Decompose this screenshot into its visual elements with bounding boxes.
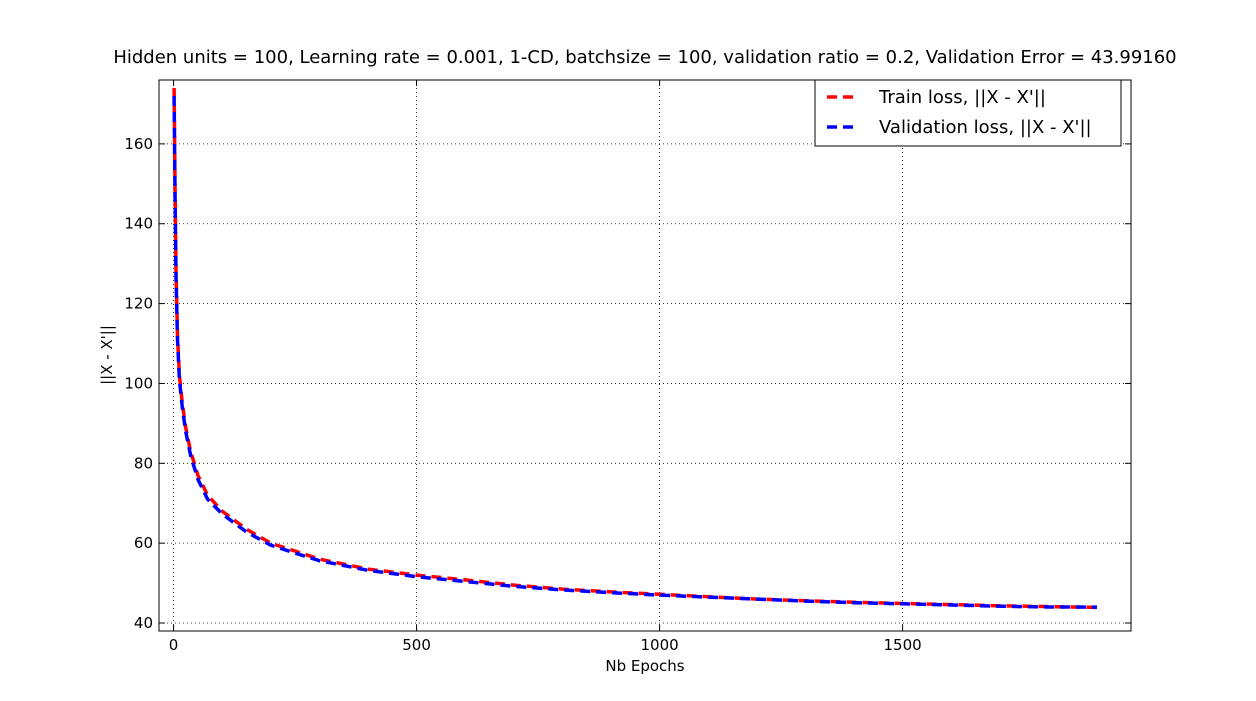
- y-tick-label: 80: [134, 454, 153, 472]
- plot-frame: [158, 79, 1132, 632]
- x-tick-label: 1500: [883, 636, 921, 654]
- y-tick-label: 100: [124, 374, 153, 392]
- x-tick-label: 0: [169, 636, 179, 654]
- series-layer: [172, 87, 1098, 610]
- x-tick-label: 500: [402, 636, 431, 654]
- legend-label: Train loss, ||X - X'||: [878, 87, 1046, 108]
- y-tick-label: 60: [134, 534, 153, 552]
- x-axis-label: Nb Epochs: [605, 657, 684, 675]
- y-tick-label: 140: [124, 215, 153, 233]
- legend-label: Validation loss, ||X - X'||: [879, 117, 1092, 138]
- y-tick-label: 160: [124, 135, 153, 153]
- legend: Train loss, ||X - X'|| Validation loss, |…: [814, 79, 1122, 147]
- y-axis-label: ||X - X'||: [98, 325, 116, 385]
- grid: [159, 80, 1131, 631]
- chart-title: Hidden units = 100, Learning rate = 0.00…: [113, 47, 1176, 68]
- x-tick-label: 1000: [640, 636, 678, 654]
- y-tick-label: 120: [124, 295, 153, 313]
- axis-ticks: 0 500 1000 1500 40 60 80 100 120 140 160: [124, 80, 1131, 654]
- legend-box: [814, 79, 1122, 147]
- y-tick-label: 40: [134, 614, 153, 632]
- series-line-validation-loss: [172, 95, 1098, 609]
- series-line-train-loss: [172, 87, 1098, 610]
